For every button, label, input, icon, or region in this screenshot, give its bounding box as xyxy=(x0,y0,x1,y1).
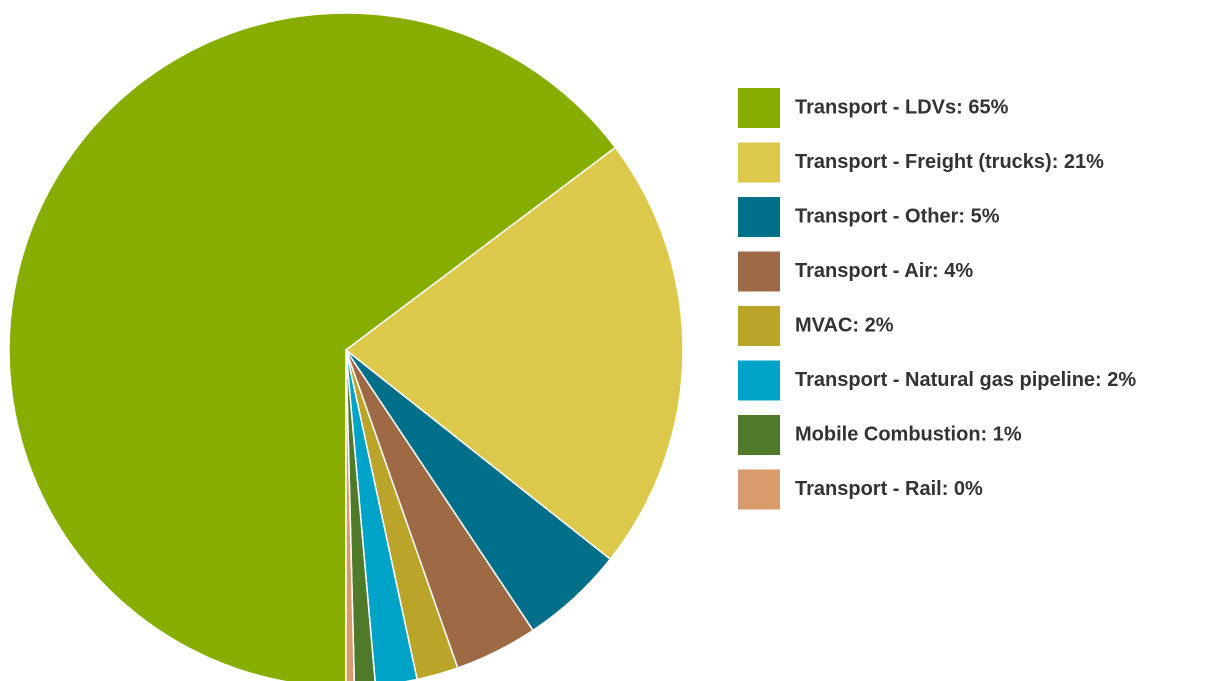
pie-slice xyxy=(345,349,356,681)
legend-swatch xyxy=(738,360,780,401)
legend-swatch xyxy=(738,251,780,292)
legend-label: MVAC: 2% xyxy=(795,314,894,336)
legend-swatch xyxy=(738,197,780,237)
pie-slice xyxy=(8,12,617,681)
legend-swatch xyxy=(738,142,780,183)
legend-swatch xyxy=(738,469,780,510)
legend-swatch xyxy=(738,306,780,346)
legend-swatch xyxy=(738,88,780,128)
pie-slice xyxy=(344,146,684,561)
legend-label: Transport - Natural gas pipeline: 2% xyxy=(795,369,1136,391)
legend-label: Transport - Other: 5% xyxy=(795,205,1000,227)
legend-label: Transport - Rail: 0% xyxy=(795,478,983,500)
legend-swatch xyxy=(738,415,780,455)
pie-slice xyxy=(345,349,419,681)
pie-slice xyxy=(345,349,376,681)
legend-label: Transport - Air: 4% xyxy=(795,260,973,282)
legend-label: Transport - LDVs: 65% xyxy=(795,96,1009,118)
legend-label: Mobile Combustion: 1% xyxy=(795,423,1022,445)
legend-label: Transport - Freight (trucks): 21% xyxy=(795,151,1104,173)
